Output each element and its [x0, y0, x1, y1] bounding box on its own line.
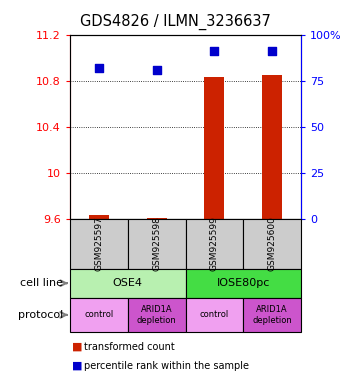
Point [96, 65, 101, 71]
Text: protocol: protocol [18, 310, 63, 320]
Bar [89, 215, 109, 219]
Text: ■: ■ [72, 342, 82, 352]
Text: percentile rank within the sample: percentile rank within the sample [84, 361, 249, 371]
Text: GSM925599: GSM925599 [210, 217, 219, 271]
Bar [204, 77, 224, 219]
Text: GDS4826 / ILMN_3236637: GDS4826 / ILMN_3236637 [79, 13, 271, 30]
Text: control: control [200, 310, 229, 319]
Text: GSM925600: GSM925600 [268, 217, 276, 271]
Text: ARID1A
depletion: ARID1A depletion [137, 305, 176, 324]
Text: ARID1A
depletion: ARID1A depletion [252, 305, 292, 324]
Bar [262, 75, 282, 219]
Text: OSE4: OSE4 [113, 278, 143, 288]
Text: IOSE80pc: IOSE80pc [217, 278, 270, 288]
Text: GSM925598: GSM925598 [152, 217, 161, 271]
Bar [147, 218, 167, 219]
Point [154, 66, 160, 73]
Text: GSM925597: GSM925597 [94, 217, 103, 271]
Text: transformed count: transformed count [84, 342, 175, 352]
Text: ■: ■ [72, 361, 82, 371]
Text: cell line: cell line [20, 278, 63, 288]
Point [211, 48, 217, 54]
Text: control: control [84, 310, 113, 319]
Point [269, 48, 275, 54]
